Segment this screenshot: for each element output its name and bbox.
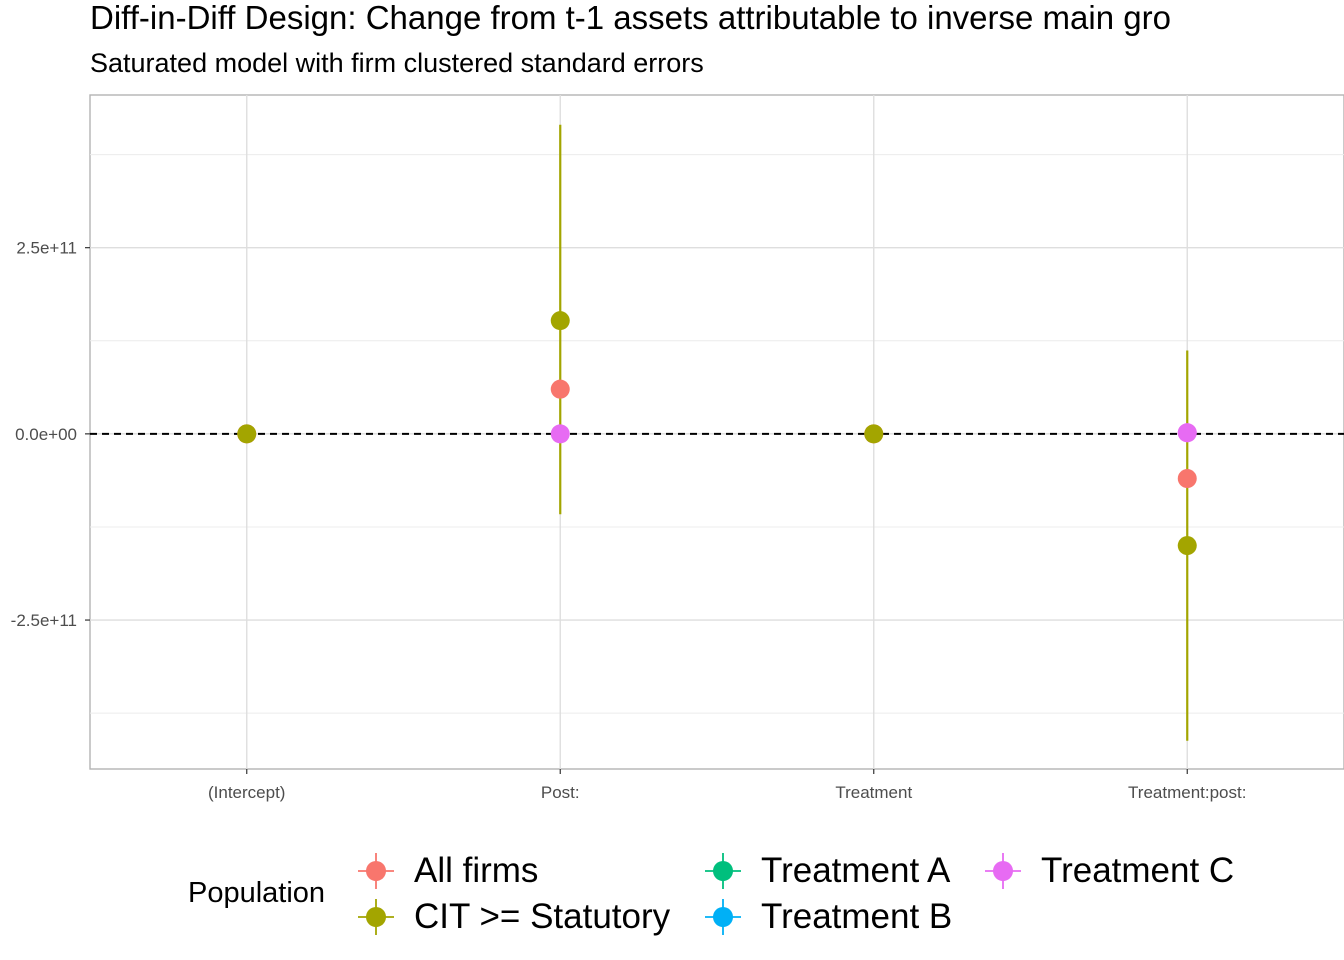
legend-key-dot <box>713 861 733 881</box>
data-point <box>550 424 570 444</box>
legend-label: Treatment C <box>1041 851 1235 890</box>
x-tick-label: (Intercept) <box>208 783 285 802</box>
y-tick-label: 0.0e+00 <box>15 425 77 444</box>
chart-svg: 2.5e+11 0.0e+00 -2.5e+11 (Intercept) Post: Tr… <box>11 94 1344 802</box>
x-tick-label: Post: <box>541 783 580 802</box>
data-point <box>1177 469 1197 489</box>
plot-panel-border <box>89 94 1344 770</box>
data-point <box>864 424 884 444</box>
legend-key-dot <box>366 907 386 927</box>
legend-item: Treatment B <box>703 894 952 940</box>
legend-item: Treatment C <box>983 848 1234 894</box>
grid-layer <box>89 94 1344 770</box>
legend-key-symbol <box>705 899 741 935</box>
legend-label: Treatment A <box>761 851 951 890</box>
data-point <box>550 379 570 399</box>
legend-key-dot <box>713 907 733 927</box>
legend-item: Treatment A <box>703 848 950 894</box>
y-tick-label: 2.5e+11 <box>16 239 77 258</box>
legend-key-symbol <box>358 899 394 935</box>
x-tick-label: Treatment:post: <box>1128 783 1246 802</box>
x-tick-label: Treatment <box>835 783 912 802</box>
data-point <box>1177 536 1197 556</box>
chart-subtitle: Saturated model with firm clustered stan… <box>90 48 704 78</box>
data-point <box>1177 423 1197 443</box>
legend-title: Population <box>188 877 326 909</box>
legend-item: All firms <box>356 848 538 894</box>
legend-key-symbol <box>985 853 1021 889</box>
data-point <box>237 424 257 444</box>
data-point <box>550 311 570 331</box>
legend-label: All firms <box>414 851 539 890</box>
legend-item: CIT >= Statutory <box>356 894 670 940</box>
axes-layer: 2.5e+11 0.0e+00 -2.5e+11 (Intercept) Post: Tr… <box>11 239 1247 802</box>
legend-key-dot <box>993 861 1013 881</box>
legend-key-symbol <box>705 853 741 889</box>
legend-key-symbol <box>358 853 394 889</box>
legend-label: CIT >= Statutory <box>414 897 671 936</box>
legend-key-dot <box>366 861 386 881</box>
legend-label: Treatment B <box>761 897 953 936</box>
y-tick-label: -2.5e+11 <box>11 611 77 630</box>
marks-layer <box>90 124 1344 741</box>
chart-title: Diff-in-Diff Design: Change from t-1 ass… <box>90 0 1171 36</box>
